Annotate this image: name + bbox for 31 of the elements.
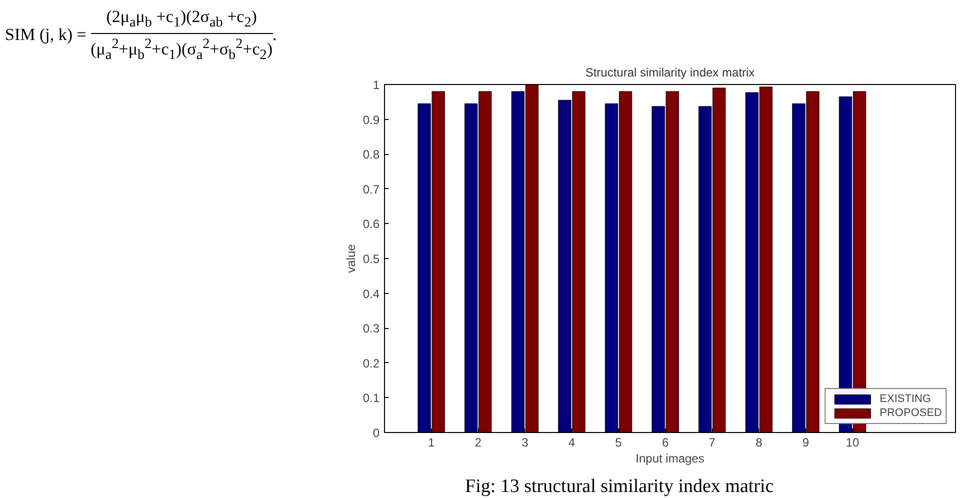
chart-title: Structural similarity index matrix	[585, 66, 755, 80]
y-tick-label: 0.5	[362, 252, 380, 266]
x-tick-label: 8	[756, 436, 763, 450]
legend-label: EXISTING	[880, 393, 931, 405]
y-tick-label: 0.7	[362, 182, 380, 196]
y-tick-label: 0	[372, 426, 380, 440]
y-axis-title: value	[344, 244, 358, 273]
y-tick-label: 0.4	[362, 286, 380, 301]
x-tick-label: 4	[568, 436, 576, 450]
x-tick-label: 6	[662, 436, 669, 450]
x-tick-label: 7	[708, 436, 716, 450]
text: SIM (j, k) =	[5, 24, 86, 44]
x-tick-label: 9	[802, 436, 810, 450]
x-tick-label: 2	[474, 436, 482, 450]
y-tick-label: 0.3	[362, 322, 380, 336]
text: .	[272, 24, 277, 44]
text: (2μ$_{a}$μ$_{b}$ +c$_{1}$)(2σ$_{ab}$ +c$_{2}$)	[106, 7, 257, 30]
y-tick-label: 0.8	[362, 148, 380, 162]
y-tick-label: 0.1	[362, 391, 380, 406]
text: (μ$_{a}$$^{2}$+μ$_{b}$$^{2}$+c$_{1}$)(σ$_{a}$$^{2}$+σ$_{b}$$^{2}$+c$_{2}$)	[90, 36, 273, 63]
legend-label: PROPOSED	[880, 407, 942, 419]
x-tick-label: 10	[846, 436, 860, 450]
text: Fig: 13 structural similarity index matric	[465, 475, 774, 498]
x-tick-label: 1	[428, 436, 435, 450]
y-tick-label: 0.6	[362, 217, 380, 232]
y-tick-label: 0.9	[362, 112, 380, 127]
y-tick-label: 1	[372, 78, 380, 92]
y-tick-label: 0.2	[362, 356, 380, 370]
x-axis-title: Input images	[636, 452, 704, 466]
x-tick-label: 3	[522, 436, 529, 450]
x-tick-label: 5	[615, 436, 622, 450]
